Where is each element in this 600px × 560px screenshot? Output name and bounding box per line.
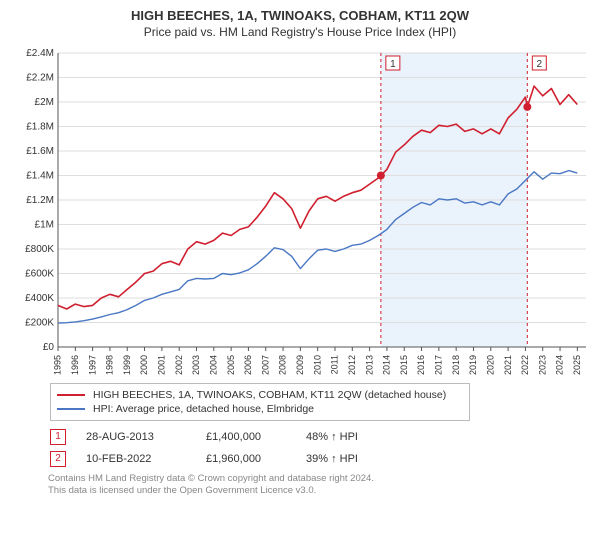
- event-row: 2 10-FEB-2022£1,960,00039% ↑ HPI: [50, 451, 580, 467]
- svg-text:£0: £0: [43, 342, 55, 353]
- footnote: Contains HM Land Registry data © Crown c…: [48, 473, 580, 498]
- svg-text:2: 2: [537, 59, 543, 70]
- svg-text:2004: 2004: [209, 355, 219, 375]
- svg-text:1997: 1997: [87, 355, 97, 375]
- legend-swatch: [57, 394, 85, 396]
- event-vs-hpi: 39% ↑ HPI: [306, 453, 406, 465]
- svg-text:1: 1: [390, 59, 396, 70]
- svg-text:2024: 2024: [555, 355, 565, 375]
- chart: £0 £200K £400K £600K £800K £1M £1.2M £1.4M £1.6M…: [10, 47, 590, 377]
- svg-text:2001: 2001: [157, 355, 167, 375]
- event-date: 10-FEB-2022: [86, 453, 206, 465]
- svg-text:2016: 2016: [416, 355, 426, 375]
- event-row: 1 28-AUG-2013£1,400,00048% ↑ HPI: [50, 429, 580, 445]
- event-vs-hpi: 48% ↑ HPI: [306, 431, 406, 443]
- svg-text:£1M: £1M: [35, 220, 54, 231]
- svg-text:2019: 2019: [468, 355, 478, 375]
- svg-text:2000: 2000: [139, 355, 149, 375]
- svg-text:£2.2M: £2.2M: [26, 73, 54, 84]
- svg-text:2008: 2008: [278, 355, 288, 375]
- legend-swatch: [57, 408, 85, 410]
- legend-item: HPI: Average price, detached house, Elmb…: [57, 402, 463, 416]
- page-subtitle: Price paid vs. HM Land Registry's House …: [10, 25, 590, 39]
- svg-text:2013: 2013: [364, 355, 374, 375]
- svg-text:2009: 2009: [295, 355, 305, 375]
- svg-text:£2.4M: £2.4M: [26, 48, 54, 59]
- svg-text:£200K: £200K: [25, 318, 54, 329]
- svg-text:2021: 2021: [503, 355, 513, 375]
- svg-text:2020: 2020: [485, 355, 495, 375]
- svg-text:1996: 1996: [70, 355, 80, 375]
- svg-text:£1.4M: £1.4M: [26, 171, 54, 182]
- event-badge: 2: [50, 451, 66, 467]
- svg-text:2012: 2012: [347, 355, 357, 375]
- legend-item: HIGH BEECHES, 1A, TWINOAKS, COBHAM, KT11…: [57, 388, 463, 402]
- event-price: £1,960,000: [206, 453, 306, 465]
- svg-text:2023: 2023: [537, 355, 547, 375]
- footnote-line: This data is licensed under the Open Gov…: [48, 485, 580, 497]
- events-table: 1 28-AUG-2013£1,400,00048% ↑ HPI 2 10-FEB-2…: [50, 429, 580, 467]
- svg-text:1995: 1995: [53, 355, 63, 375]
- svg-text:1998: 1998: [105, 355, 115, 375]
- svg-text:£2M: £2M: [35, 97, 54, 108]
- svg-text:2018: 2018: [451, 355, 461, 375]
- svg-text:2005: 2005: [226, 355, 236, 375]
- event-price: £1,400,000: [206, 431, 306, 443]
- svg-text:2011: 2011: [330, 355, 340, 374]
- svg-text:£1.6M: £1.6M: [26, 146, 54, 157]
- svg-text:2006: 2006: [243, 355, 253, 375]
- svg-text:2025: 2025: [572, 355, 582, 375]
- svg-text:£600K: £600K: [25, 269, 54, 280]
- svg-text:2017: 2017: [434, 355, 444, 375]
- event-date: 28-AUG-2013: [86, 431, 206, 443]
- svg-text:2022: 2022: [520, 355, 530, 375]
- svg-text:£800K: £800K: [25, 244, 54, 255]
- svg-text:1999: 1999: [122, 355, 132, 375]
- svg-text:£400K: £400K: [25, 293, 54, 304]
- footnote-line: Contains HM Land Registry data © Crown c…: [48, 473, 580, 485]
- event-badge: 1: [50, 429, 66, 445]
- svg-text:2007: 2007: [260, 355, 270, 375]
- svg-text:2002: 2002: [174, 355, 184, 375]
- legend: HIGH BEECHES, 1A, TWINOAKS, COBHAM, KT11…: [50, 383, 470, 421]
- svg-text:2003: 2003: [191, 355, 201, 375]
- svg-text:2015: 2015: [399, 355, 409, 375]
- svg-text:£1.2M: £1.2M: [26, 195, 54, 206]
- legend-label: HIGH BEECHES, 1A, TWINOAKS, COBHAM, KT11…: [93, 389, 446, 401]
- svg-text:£1.8M: £1.8M: [26, 122, 54, 133]
- svg-text:2014: 2014: [382, 355, 392, 375]
- chart-svg: £0 £200K £400K £600K £800K £1M £1.2M £1.4M £1.6M…: [10, 47, 590, 377]
- page-title: HIGH BEECHES, 1A, TWINOAKS, COBHAM, KT11…: [10, 8, 590, 23]
- svg-text:2010: 2010: [312, 355, 322, 375]
- legend-label: HPI: Average price, detached house, Elmb…: [93, 403, 314, 415]
